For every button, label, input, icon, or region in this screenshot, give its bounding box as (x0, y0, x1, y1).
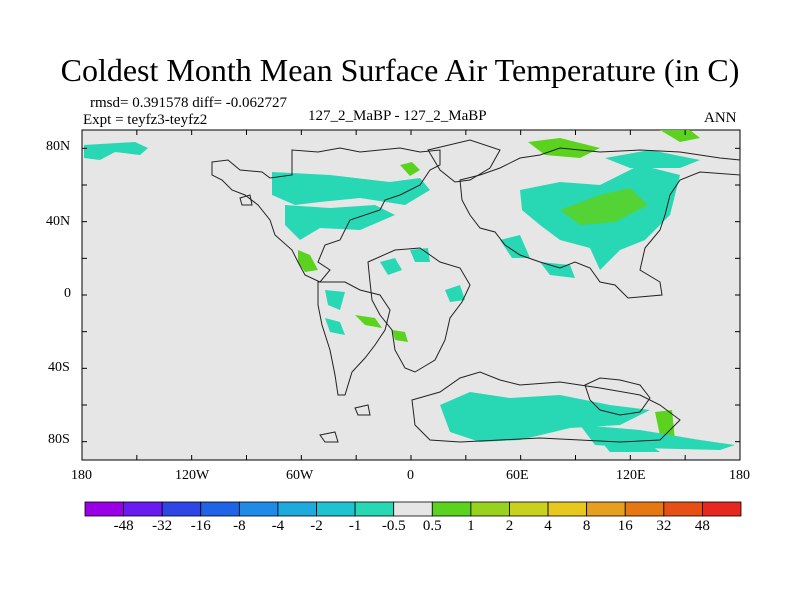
coast-africa (367, 247, 471, 373)
lon-tick-label: 180 (729, 468, 750, 483)
colorbar-swatch (200, 501, 240, 517)
anomaly-namerica-3 (400, 162, 420, 176)
colorbar-label: 48 (694, 518, 710, 534)
anomaly-antarctica (440, 392, 650, 442)
colorbar-label: 8 (582, 518, 591, 534)
anomaly-africa-5 (325, 290, 345, 310)
colorbar-label: -1 (348, 518, 362, 534)
coast-greenland (427, 139, 501, 183)
colorbar-swatch (238, 501, 279, 517)
colorbar-label: -8 (233, 518, 246, 534)
anomaly-arctic-2 (660, 130, 700, 142)
coast-australia (584, 377, 651, 416)
colorbar-label: -0.5 (381, 518, 406, 534)
colorbar-label: 4 (544, 518, 552, 534)
lat-tick-label: 0 (64, 286, 71, 301)
lat-tick-label: 80S (48, 432, 70, 447)
colorbar (84, 501, 742, 517)
anomaly-africa-4 (355, 315, 382, 328)
coast-namerica (211, 147, 441, 283)
colorbar-label: 1 (467, 518, 475, 534)
colorbar-swatch (393, 501, 433, 517)
colorbar-swatch (161, 501, 202, 517)
colorbar-label: -16 (190, 518, 211, 534)
chart-title: Coldest Month Mean Surface Air Temperatu… (60, 52, 740, 88)
colorbar-swatch (702, 501, 742, 517)
anomaly-eurasia-2 (560, 188, 648, 225)
colorbar-swatch (277, 501, 317, 517)
colorbar-swatch (509, 501, 549, 517)
colorbar-swatch (431, 501, 472, 517)
colorbar-label: -2 (310, 518, 323, 534)
colorbar-label: 32 (656, 518, 672, 534)
colorbar-swatch (547, 501, 588, 517)
coast-eurasia (459, 147, 741, 299)
anomaly-africa (380, 258, 402, 275)
season-label: ANN (704, 110, 737, 126)
center-label: 127_2_MaBP - 127_2_MaBP (308, 108, 487, 124)
lon-tick-label: 0 (407, 468, 414, 483)
colorbar-swatch (586, 501, 626, 517)
expt-text: Expt = teyfz3-teyfz2 (83, 112, 208, 128)
colorbar-swatch (316, 501, 356, 517)
lon-tick-label: 60W (286, 468, 314, 483)
anomaly-namerica (272, 172, 430, 205)
colorbar-label: 0.5 (422, 518, 442, 534)
lon-tick-label: 60E (506, 468, 529, 483)
anomaly-npacific (84, 142, 148, 160)
lon-tick-label: 120E (616, 468, 646, 483)
colorbar-label: -48 (113, 518, 134, 534)
colorbar-label: 16 (617, 518, 633, 534)
axis-ticks (81, 130, 741, 460)
colorbar-swatch (663, 501, 703, 517)
colorbar-swatch (624, 501, 665, 517)
lon-tick-label: 120W (175, 468, 210, 483)
anomaly-antarctica-3 (600, 440, 660, 452)
colorbar-label: 2 (505, 518, 514, 534)
colorbar-label: -32 (152, 518, 173, 534)
coastlines (211, 139, 741, 443)
lat-tick-label: 40N (46, 214, 71, 229)
colorbar-swatch (123, 501, 163, 517)
anomaly-africa-6 (325, 318, 345, 335)
anomaly-middleeast (500, 235, 530, 258)
anomaly-arctic-3 (605, 150, 700, 168)
lon-tick-label: 180 (71, 468, 92, 483)
rmsd-text: rmsd= 0.391578 diff= -0.062727 (90, 95, 288, 111)
colorbar-swatch (354, 501, 395, 517)
anomaly-africa-3 (445, 285, 465, 302)
anomaly-namerica-coast (298, 250, 318, 272)
colorbar-swatch (470, 501, 510, 517)
anomaly-africa-7 (392, 330, 408, 342)
lat-tick-label: 80N (46, 139, 71, 154)
coast-samerica (317, 281, 391, 396)
colorbar-label: -4 (271, 518, 285, 534)
coast-antarctica (411, 371, 681, 443)
coast-island-3 (319, 431, 339, 443)
coast-island-2 (354, 404, 371, 416)
colorbar-swatch (84, 501, 124, 517)
coast-island-1 (239, 194, 253, 206)
lat-tick-label: 40S (48, 360, 70, 375)
